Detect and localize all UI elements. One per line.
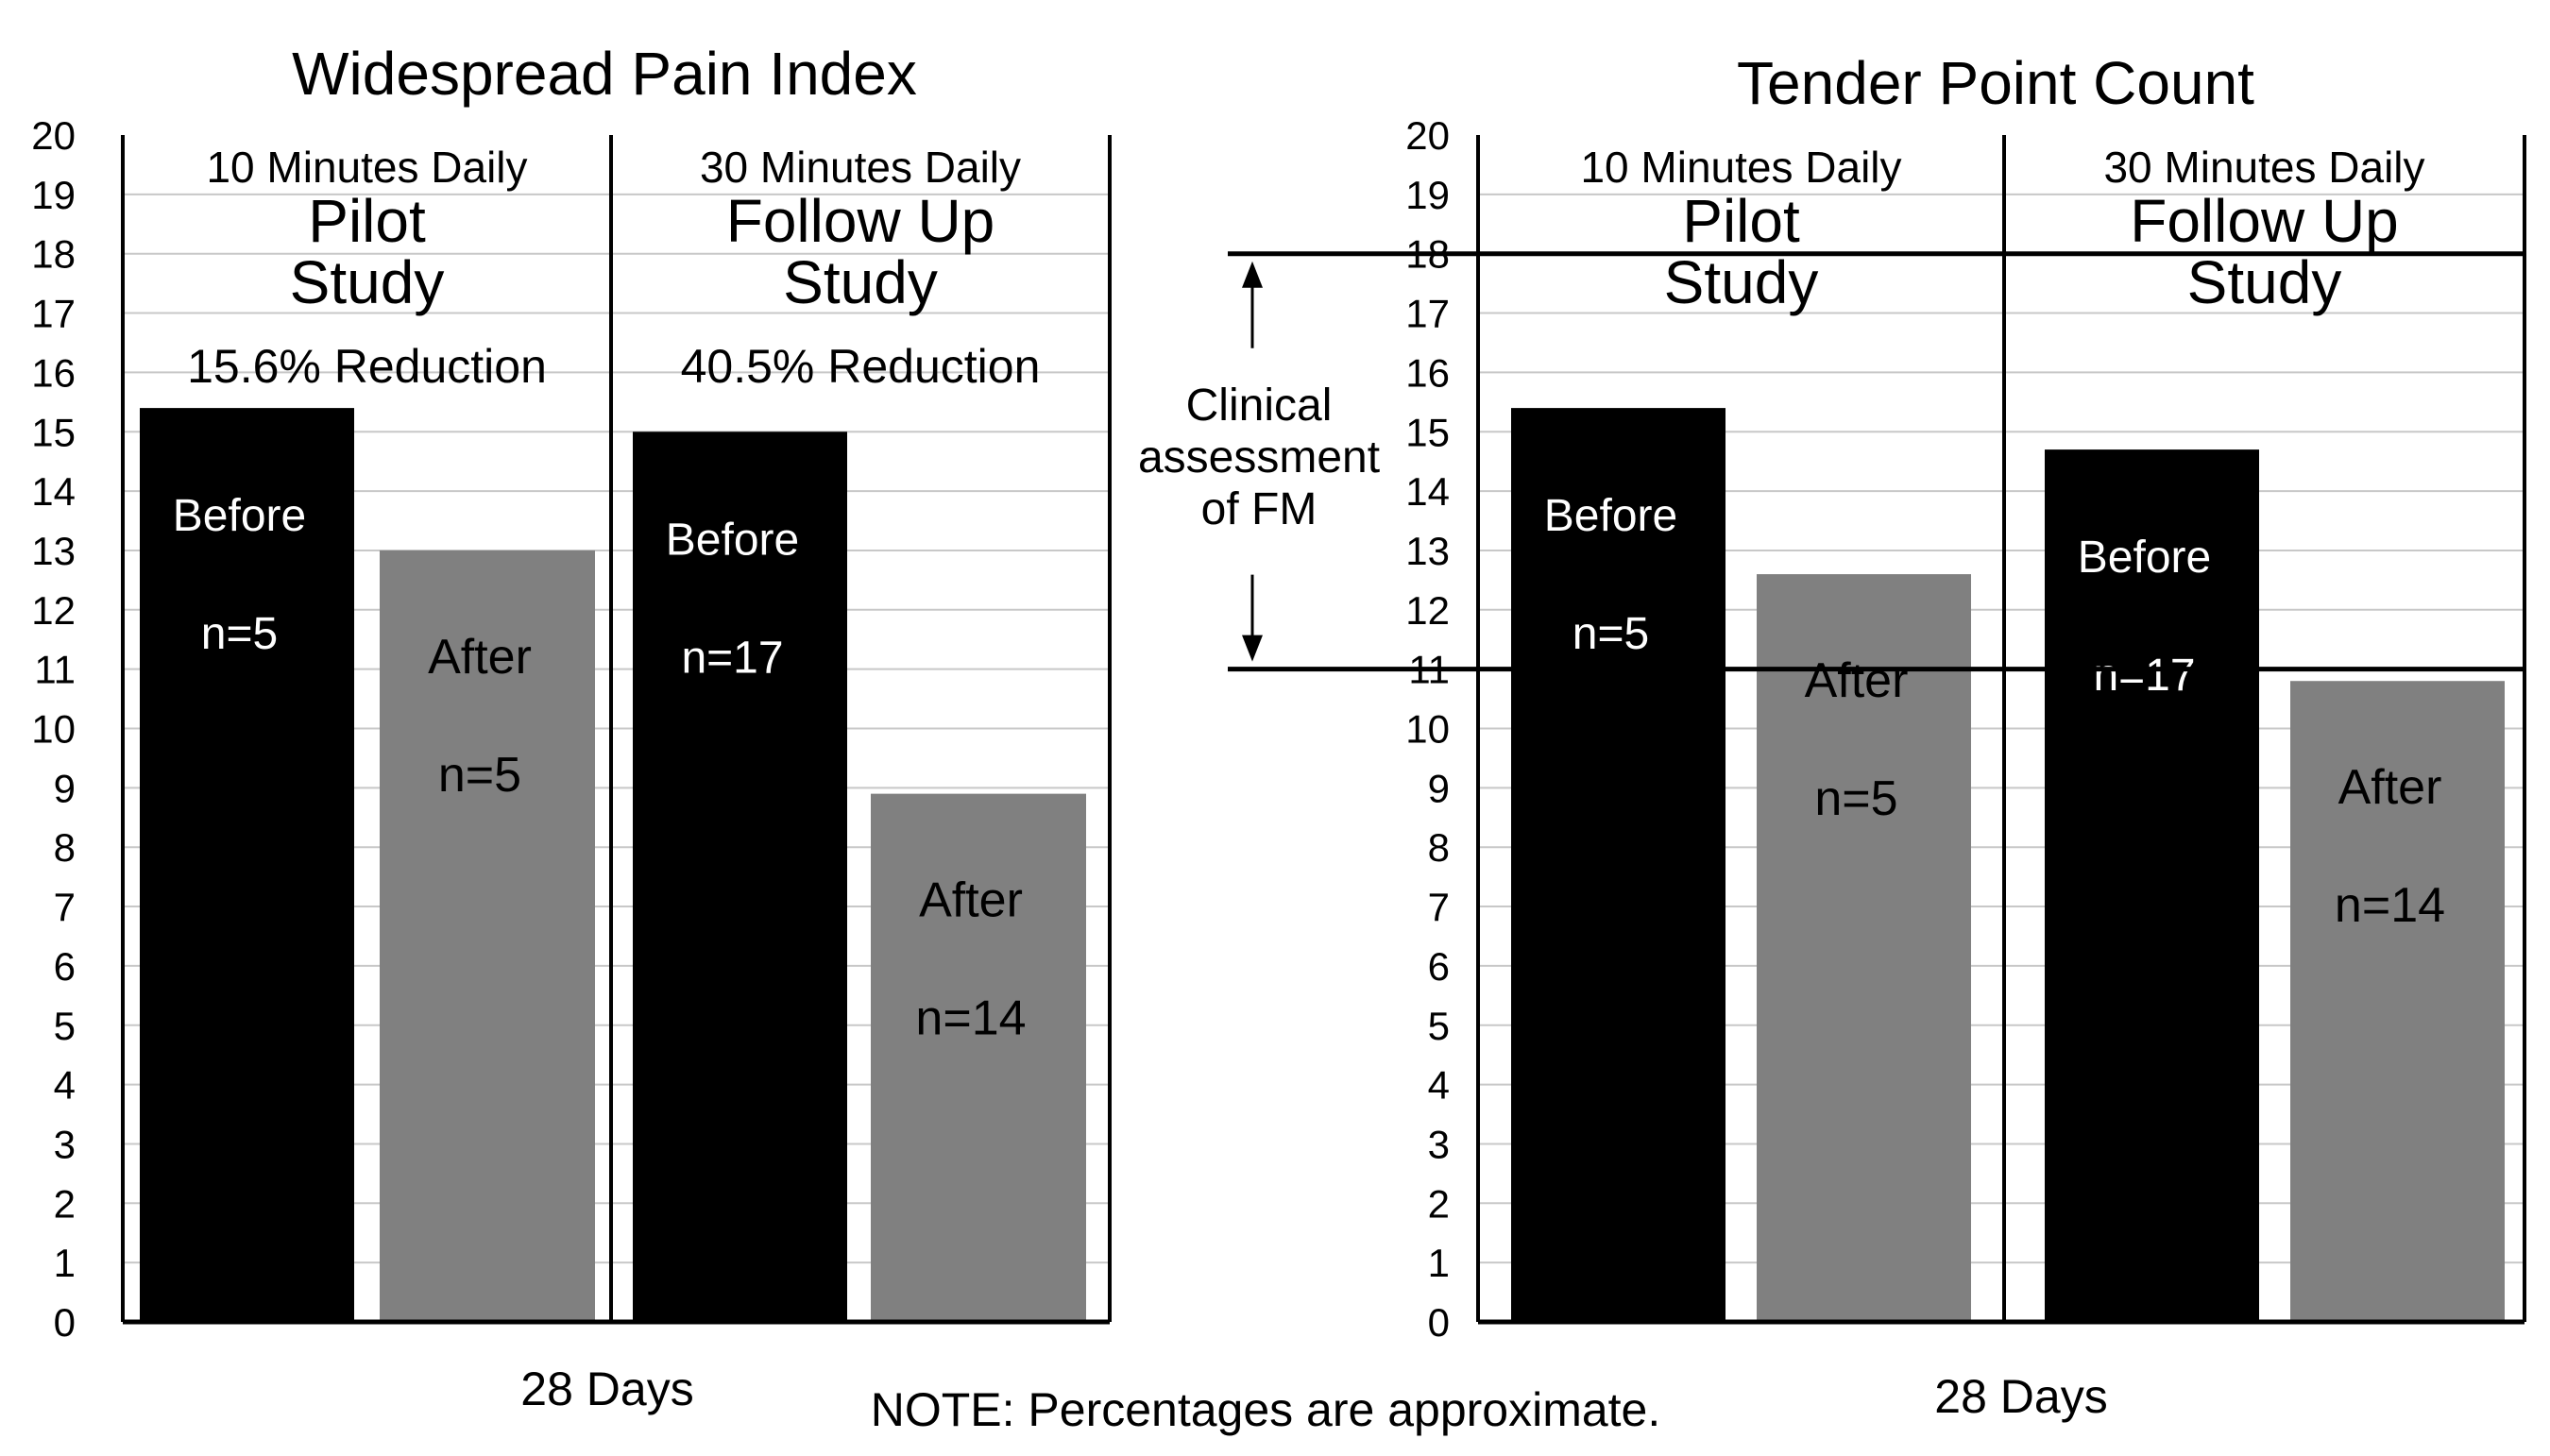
group-header: 10 Minutes Daily [206, 143, 527, 192]
y-tick-label: 19 [1405, 173, 1450, 217]
y-tick-label: 6 [1428, 944, 1450, 989]
group-study-label: Pilot [1682, 187, 1800, 255]
bar-label: Before [2078, 533, 2211, 583]
y-tick-label: 8 [1428, 825, 1450, 870]
y-tick-label: 4 [54, 1063, 76, 1108]
reduction-label: 15.6% Reduction [187, 340, 547, 393]
bar-n-label: n=5 [1572, 609, 1649, 659]
bar-label: Before [173, 491, 306, 541]
bar-label: Before [666, 515, 799, 565]
group-study-label: Follow Up [726, 187, 995, 255]
bar-label: After [1805, 653, 1909, 708]
y-tick-label: 5 [1428, 1004, 1450, 1048]
group-study-label: Study [1664, 248, 1819, 316]
annotation-line: Clinical [1186, 381, 1333, 431]
x-axis-label: 28 Days [1934, 1370, 2107, 1423]
before-bar [140, 408, 354, 1322]
bar-n-label: n=5 [201, 609, 278, 659]
chart-title: Tender Point Count [1737, 49, 2254, 117]
y-tick-label: 16 [1405, 350, 1450, 395]
y-tick-label: 18 [31, 232, 76, 277]
after-bar [871, 793, 1086, 1322]
y-tick-label: 10 [1405, 707, 1450, 752]
y-tick-label: 20 [31, 113, 76, 158]
bar-label: After [428, 630, 532, 685]
bar-n-label: n=5 [438, 748, 521, 803]
before-bar [1511, 408, 1726, 1322]
y-tick-label: 15 [1405, 410, 1450, 454]
y-tick-label: 5 [54, 1004, 76, 1048]
y-tick-label: 17 [31, 292, 76, 336]
y-tick-label: 13 [1405, 529, 1450, 573]
group-study-label: Study [290, 248, 445, 316]
bar-label: After [919, 873, 1023, 928]
group-header: 30 Minutes Daily [700, 143, 1021, 192]
after-bar [380, 550, 595, 1322]
annotation-line: assessment [1138, 432, 1380, 483]
y-tick-label: 17 [1405, 292, 1450, 336]
y-tick-label: 9 [54, 766, 76, 810]
y-tick-label: 12 [31, 588, 76, 633]
y-tick-label: 6 [54, 944, 76, 989]
y-tick-label: 7 [1428, 885, 1450, 929]
y-tick-label: 1 [1428, 1241, 1450, 1285]
bar-n-label: n=5 [1814, 771, 1897, 826]
y-tick-label: 9 [1428, 766, 1450, 810]
y-tick-label: 13 [31, 529, 76, 573]
group-study-label: Pilot [308, 187, 426, 255]
y-tick-label: 0 [1428, 1300, 1450, 1345]
before-bar [2045, 449, 2259, 1323]
y-tick-label: 2 [54, 1181, 76, 1226]
y-tick-label: 12 [1405, 588, 1450, 633]
y-tick-label: 10 [31, 707, 76, 752]
widespread-pain-index-chart: 01234567891011121314151617181920Widespre… [31, 40, 1112, 1415]
group-header: 30 Minutes Daily [2103, 143, 2424, 192]
arrow-up-head [1242, 261, 1263, 288]
y-tick-label: 3 [54, 1122, 76, 1166]
y-tick-label: 4 [1428, 1063, 1450, 1108]
after-bar [1757, 574, 1971, 1322]
y-tick-label: 20 [1405, 113, 1450, 158]
y-tick-label: 15 [31, 410, 76, 454]
reduction-label: 40.5% Reduction [681, 340, 1041, 393]
y-tick-label: 16 [31, 350, 76, 395]
y-tick-label: 0 [54, 1300, 76, 1345]
y-tick-label: 11 [34, 648, 76, 692]
y-tick-label: 19 [31, 173, 76, 217]
bar-n-label: n=14 [2335, 878, 2445, 933]
bar-n-label: n=14 [915, 991, 1026, 1046]
after-bar [2290, 681, 2505, 1322]
y-tick-label: 14 [31, 469, 76, 514]
bar-label: Before [1544, 491, 1677, 541]
bar-n-label: n=17 [681, 633, 783, 683]
y-tick-label: 8 [54, 825, 76, 870]
annotation-line: of FM [1201, 484, 1318, 534]
y-tick-label: 1 [54, 1241, 76, 1285]
bar-label: After [2338, 760, 2442, 815]
before-bar [633, 432, 847, 1322]
group-header: 10 Minutes Daily [1580, 143, 1901, 192]
y-tick-label: 7 [54, 885, 76, 929]
y-tick-label: 2 [1428, 1181, 1450, 1226]
group-study-label: Follow Up [2130, 187, 2399, 255]
arrow-down-head [1242, 635, 1263, 662]
note-text: NOTE: Percentages are approximate. [871, 1383, 1661, 1436]
y-tick-label: 3 [1428, 1122, 1450, 1166]
group-study-label: Study [2187, 248, 2342, 316]
group-study-label: Study [783, 248, 938, 316]
x-axis-label: 28 Days [520, 1363, 693, 1415]
chart-title: Widespread Pain Index [292, 40, 917, 108]
y-tick-label: 14 [1405, 469, 1450, 514]
bar-n-label: n=17 [2093, 651, 2195, 701]
